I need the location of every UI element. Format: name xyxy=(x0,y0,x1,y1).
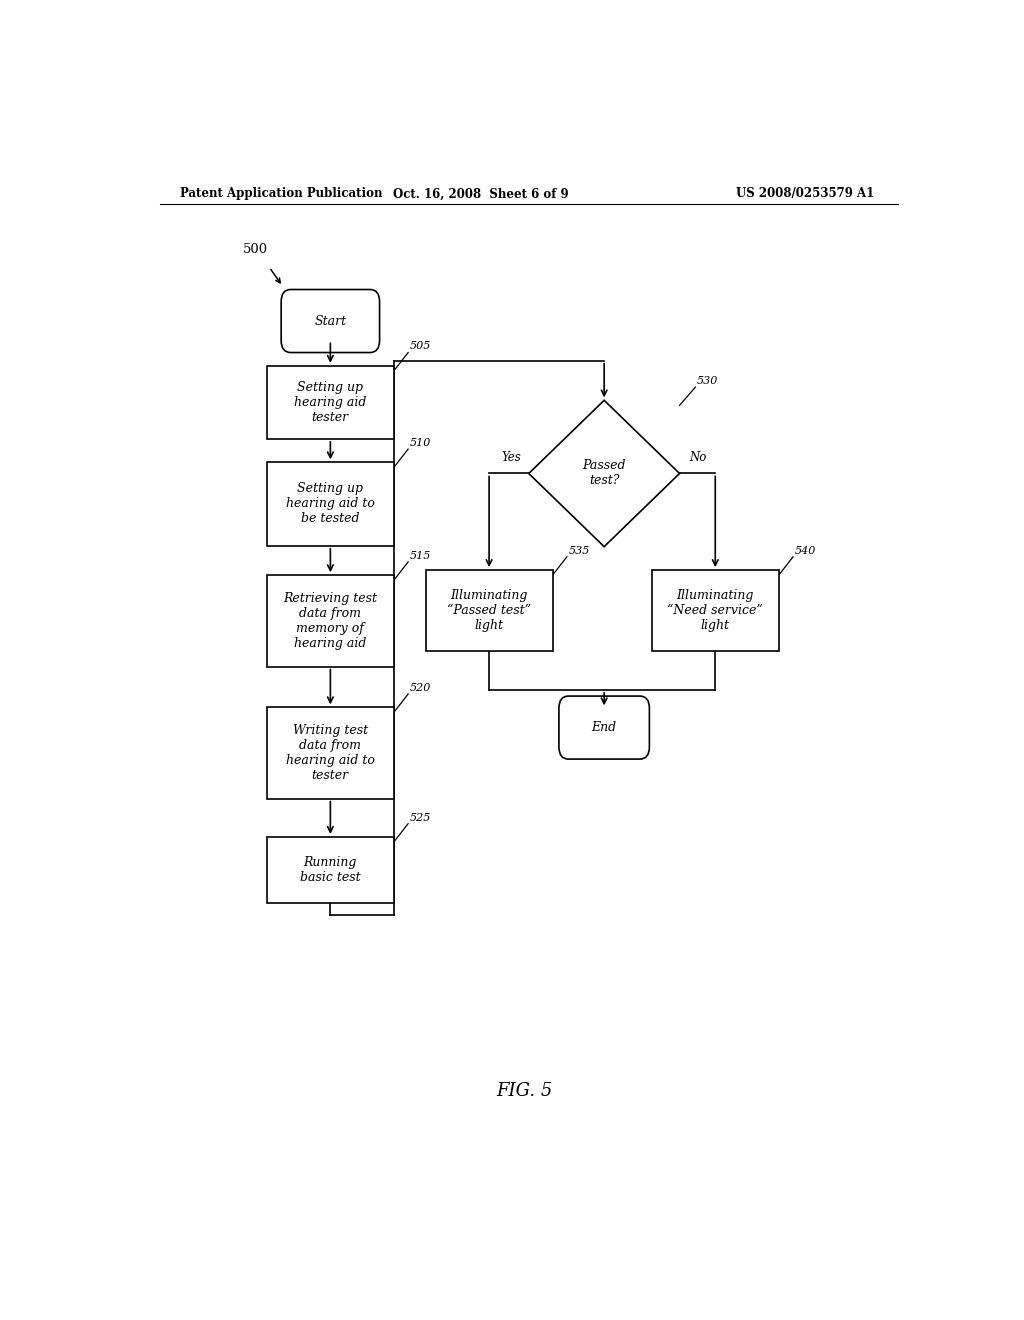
FancyBboxPatch shape xyxy=(282,289,380,352)
FancyBboxPatch shape xyxy=(559,696,649,759)
Text: 510: 510 xyxy=(410,438,431,447)
FancyBboxPatch shape xyxy=(267,366,394,440)
Text: Writing test
data from
hearing aid to
tester: Writing test data from hearing aid to te… xyxy=(286,723,375,781)
Text: Setting up
hearing aid
tester: Setting up hearing aid tester xyxy=(294,381,367,424)
Text: Running
basic test: Running basic test xyxy=(300,855,360,884)
FancyBboxPatch shape xyxy=(267,462,394,545)
Text: Setting up
hearing aid to
be tested: Setting up hearing aid to be tested xyxy=(286,483,375,525)
FancyBboxPatch shape xyxy=(267,837,394,903)
Polygon shape xyxy=(528,400,680,546)
Text: Yes: Yes xyxy=(501,451,521,465)
Text: FIG. 5: FIG. 5 xyxy=(497,1082,553,1101)
FancyBboxPatch shape xyxy=(267,576,394,667)
FancyBboxPatch shape xyxy=(267,708,394,799)
Text: 525: 525 xyxy=(410,813,431,822)
Text: 505: 505 xyxy=(410,342,431,351)
Text: Passed
test?: Passed test? xyxy=(583,459,626,487)
Text: 540: 540 xyxy=(795,545,816,556)
Text: 515: 515 xyxy=(410,550,431,561)
Text: End: End xyxy=(592,721,616,734)
Text: 530: 530 xyxy=(697,376,719,385)
FancyBboxPatch shape xyxy=(426,570,553,651)
Text: Retrieving test
data from
memory of
hearing aid: Retrieving test data from memory of hear… xyxy=(284,591,378,649)
FancyBboxPatch shape xyxy=(652,570,779,651)
Text: Start: Start xyxy=(314,314,346,327)
Text: Illuminating
“Need service”
light: Illuminating “Need service” light xyxy=(668,589,763,632)
Text: No: No xyxy=(689,451,707,465)
Text: US 2008/0253579 A1: US 2008/0253579 A1 xyxy=(735,187,873,201)
Text: Illuminating
“Passed test”
light: Illuminating “Passed test” light xyxy=(447,589,531,632)
Text: Patent Application Publication: Patent Application Publication xyxy=(179,187,382,201)
Text: Oct. 16, 2008  Sheet 6 of 9: Oct. 16, 2008 Sheet 6 of 9 xyxy=(393,187,569,201)
Text: 520: 520 xyxy=(410,682,431,693)
Text: 500: 500 xyxy=(243,243,268,256)
Text: 535: 535 xyxy=(568,545,590,556)
